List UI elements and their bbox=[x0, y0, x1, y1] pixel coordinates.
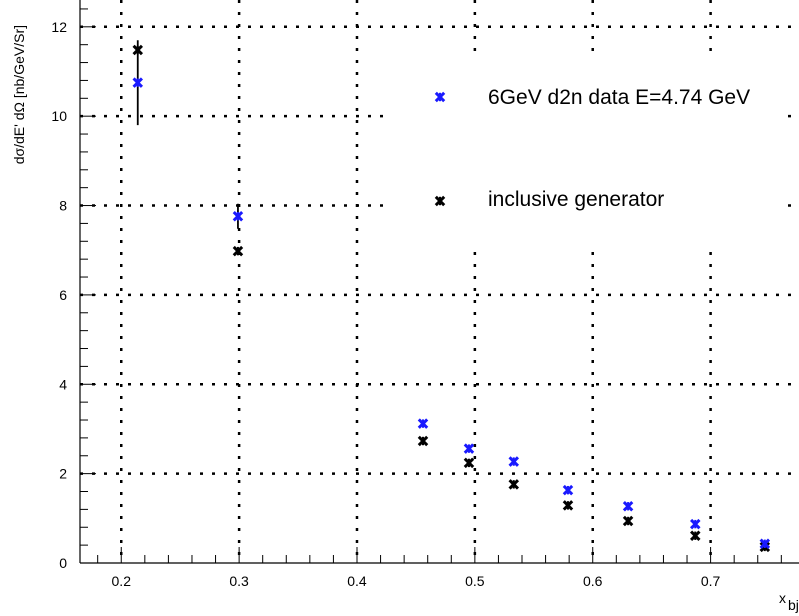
data-point bbox=[690, 530, 701, 542]
legend-label-data: 6GeV d2n data E=4.74 GeV bbox=[488, 86, 750, 109]
data-point bbox=[759, 538, 771, 550]
x-tick-label: 0.5 bbox=[465, 573, 485, 589]
y-tick-label: 6 bbox=[59, 287, 67, 303]
x-axis-title: x bj bbox=[779, 590, 799, 613]
x-tick-label: 0.4 bbox=[347, 573, 367, 589]
x-tick-label: 0.7 bbox=[701, 573, 721, 589]
y-tick-label: 10 bbox=[51, 108, 67, 124]
data-point bbox=[417, 435, 429, 447]
series-data bbox=[132, 40, 771, 550]
data-point bbox=[463, 457, 475, 469]
y-tick-label: 2 bbox=[59, 466, 67, 482]
plot-frame bbox=[79, 0, 799, 564]
y-tick-label: 8 bbox=[59, 198, 67, 214]
data-point bbox=[232, 211, 244, 222]
y-tick-label: 12 bbox=[51, 19, 67, 35]
legend-marker-generator bbox=[434, 195, 446, 207]
legend-marker-symbol bbox=[434, 91, 446, 103]
legend-marker-symbol bbox=[434, 195, 446, 207]
legend-label-generator: inclusive generator bbox=[488, 188, 664, 211]
data-point bbox=[463, 443, 475, 454]
axis-ticks: 0.2 0.3 0.4 0.5 0.6 0.7 0 2 4 6 8 10 12 bbox=[51, 8, 782, 589]
y-tick-label: 0 bbox=[59, 555, 67, 571]
x-axis-title-main: x bbox=[779, 590, 786, 606]
legend: 6GeV d2n data E=4.74 GeV inclusive gener… bbox=[434, 86, 750, 211]
data-point bbox=[508, 479, 520, 490]
data-point bbox=[417, 418, 429, 429]
y-tick-label: 4 bbox=[59, 376, 67, 392]
x-axis-title-subscript: bj bbox=[788, 597, 799, 613]
data-point bbox=[132, 77, 144, 88]
y-axis-title: dσ/dE' dΩ [nb/GeV/Sr] bbox=[11, 25, 27, 164]
legend-marker-data bbox=[434, 91, 446, 103]
x-tick-label: 0.3 bbox=[229, 573, 249, 589]
x-tick-label: 0.2 bbox=[112, 573, 132, 589]
x-tick-label: 0.6 bbox=[583, 573, 603, 589]
data-point bbox=[232, 245, 244, 257]
data-series bbox=[132, 40, 771, 553]
grid bbox=[80, 0, 799, 563]
data-point bbox=[690, 518, 701, 530]
data-point bbox=[562, 484, 574, 496]
data-point bbox=[508, 456, 520, 467]
data-point bbox=[562, 500, 574, 511]
legend-background bbox=[387, 60, 786, 252]
data-point bbox=[622, 515, 634, 527]
data-point bbox=[622, 500, 634, 512]
